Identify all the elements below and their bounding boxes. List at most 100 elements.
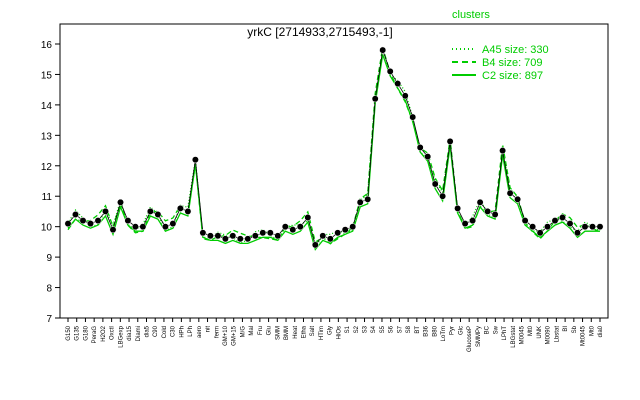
- x-tick-label: UNK: [537, 326, 543, 339]
- x-tick-label: Cold: [162, 326, 168, 338]
- data-point: [416, 144, 424, 151]
- data-point: [281, 223, 289, 231]
- data-point: [221, 235, 229, 243]
- x-tick-label: Mt0045: [581, 325, 587, 346]
- data-point: [364, 195, 372, 203]
- data-point: [131, 223, 139, 231]
- x-tick-label: M0090: [546, 325, 552, 344]
- data-point: [191, 156, 199, 164]
- data-point: [401, 92, 409, 100]
- data-point: [304, 214, 312, 221]
- data-point: [439, 192, 447, 200]
- data-point: [274, 232, 282, 240]
- x-tick-label: S1: [345, 325, 351, 333]
- x-tick-label: GlucoseP: [467, 326, 473, 352]
- x-tick-label: Mt0: [528, 325, 534, 336]
- x-tick-label: dia15: [127, 325, 133, 340]
- data-point: [461, 220, 469, 228]
- x-tick-label: Mal: [249, 326, 255, 336]
- data-point: [469, 217, 477, 225]
- data-point: [319, 232, 327, 240]
- y-tick-label: 15: [41, 70, 53, 81]
- data-point: [289, 226, 297, 234]
- data-point: [169, 220, 177, 228]
- data-point: [529, 223, 537, 231]
- data-point: [266, 229, 274, 237]
- data-point: [431, 180, 439, 188]
- data-point: [499, 147, 507, 155]
- data-point: [117, 198, 124, 206]
- data-point: [214, 232, 222, 240]
- x-tick-label: Glu: [267, 326, 273, 335]
- x-tick-label: Lbstat: [554, 326, 560, 343]
- y-tick-label: 9: [46, 253, 52, 264]
- data-point: [334, 229, 342, 237]
- x-tick-label: HPh: [179, 326, 185, 338]
- data-point: [311, 241, 319, 249]
- data-point: [424, 153, 432, 161]
- data-point: [371, 95, 379, 103]
- y-tick-label: 12: [41, 162, 53, 173]
- x-tick-label: Gly: [328, 326, 334, 335]
- x-tick-label: Sw: [493, 325, 499, 334]
- data-point: [341, 226, 349, 234]
- data-point: [296, 223, 304, 231]
- x-tick-label: ferm: [214, 326, 220, 338]
- data-point: [326, 235, 334, 243]
- data-point: [386, 67, 394, 75]
- data-point: [236, 235, 244, 243]
- x-tick-label: HiOs: [336, 326, 342, 339]
- x-tick-label: HTim: [319, 326, 325, 340]
- x-tick-label: SMM: [275, 326, 281, 340]
- x-tick-label: aero: [197, 325, 203, 338]
- line-c2: [67, 54, 600, 251]
- data-point: [139, 223, 147, 231]
- y-tick-label: 8: [46, 284, 52, 295]
- data-point: [544, 223, 551, 231]
- data-point: [251, 232, 259, 240]
- x-tick-label: B36: [424, 325, 430, 336]
- data-point: [229, 232, 237, 240]
- legend-entry-c2: C2 size: 897: [482, 70, 543, 82]
- x-tick-label: S6: [389, 325, 395, 333]
- data-point: [551, 217, 559, 225]
- data-point: [574, 229, 581, 237]
- y-tick-label: 11: [42, 192, 53, 203]
- line-a45: [67, 51, 601, 251]
- chart-title: yrkC [2714933,2715493,-1]: [247, 25, 392, 39]
- data-point: [109, 226, 117, 234]
- data-point: [589, 223, 596, 231]
- data-point: [596, 223, 604, 231]
- data-point: [491, 211, 499, 218]
- data-point: [176, 204, 184, 212]
- y-tick-label: 10: [41, 223, 53, 234]
- x-tick-label: LPhT: [502, 326, 508, 341]
- x-tick-label: nit: [206, 326, 212, 333]
- x-tick-label: S2: [354, 325, 360, 333]
- x-tick-label: Fru: [258, 326, 264, 335]
- data-point: [161, 223, 169, 231]
- x-tick-label: S3: [363, 325, 369, 333]
- x-tick-label: Pyr: [450, 326, 456, 335]
- y-tick-label: 7: [46, 314, 52, 325]
- data-point: [87, 220, 94, 228]
- y-tick-label: 14: [41, 101, 53, 112]
- series-marks: [64, 46, 604, 251]
- x-tick-label: dia5: [144, 325, 150, 337]
- x-tick-label: dia0: [598, 325, 604, 337]
- legend-title: clusters: [452, 9, 490, 21]
- x-tick-label: Heat: [293, 326, 299, 339]
- x-tick-label: H2O2: [101, 325, 107, 341]
- data-point: [94, 217, 102, 225]
- data-point: [559, 214, 566, 221]
- x-tick-label: C90: [153, 325, 159, 337]
- x-tick-label: BI: [563, 326, 569, 332]
- x-tick-label: C30: [171, 325, 177, 337]
- data-point: [536, 229, 544, 237]
- x-tick-label: S7: [397, 325, 403, 333]
- plot-frame: [59, 23, 609, 319]
- x-tick-label: LPh: [188, 326, 194, 337]
- legend: clusters A45 size: 330 B4 size: 709 C2 s…: [452, 9, 549, 82]
- data-point: [146, 207, 154, 215]
